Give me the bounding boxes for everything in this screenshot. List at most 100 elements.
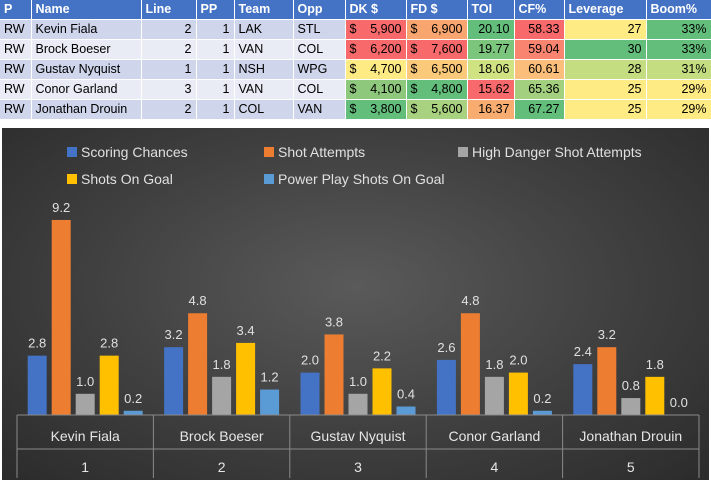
table-header-row: P Name Line PP Team Opp DK $ FD $ TOI CF% Leverage… bbox=[0, 0, 711, 20]
bar-3-3 bbox=[348, 393, 368, 415]
cell-pp: 1 bbox=[196, 99, 235, 120]
cell-p: RW bbox=[0, 19, 32, 40]
cell-fd: $7,600 bbox=[406, 39, 468, 60]
data-label-5-4: 1.8 bbox=[646, 357, 664, 372]
cell-boom: 33% bbox=[646, 39, 711, 60]
currency-symbol: $ bbox=[410, 22, 418, 36]
column-header-team: Team bbox=[234, 0, 294, 20]
cell-line: 2 bbox=[141, 99, 197, 120]
cell-value: 5,900 bbox=[370, 22, 402, 36]
currency-symbol: $ bbox=[349, 82, 357, 96]
cell-fd: $5,600 bbox=[406, 99, 468, 120]
cell-value: 4,800 bbox=[431, 82, 463, 96]
category-number-4: 4 bbox=[491, 459, 499, 475]
bar-2-4 bbox=[236, 342, 256, 415]
data-label-5-5: 0.0 bbox=[670, 395, 688, 410]
data-label-5-1: 2.4 bbox=[574, 344, 592, 359]
cell-p: RW bbox=[0, 39, 32, 60]
cell-team: LAK bbox=[234, 19, 294, 40]
category-number-3: 3 bbox=[354, 459, 362, 475]
category-number-1: 1 bbox=[81, 459, 89, 475]
data-label-3-3: 1.0 bbox=[349, 374, 367, 389]
data-label-1-1: 2.8 bbox=[28, 336, 46, 351]
cell-pp: 1 bbox=[196, 79, 235, 100]
bar-2-5 bbox=[260, 389, 280, 415]
cell-line: 3 bbox=[141, 79, 197, 100]
bar-4-1 bbox=[436, 359, 456, 415]
bar-2-3 bbox=[212, 376, 232, 415]
cell-team: COL bbox=[234, 99, 294, 120]
cell-value: 6,200 bbox=[370, 42, 402, 56]
data-label-2-2: 4.8 bbox=[189, 293, 207, 308]
cell-value: 4,700 bbox=[370, 62, 402, 76]
data-label-3-4: 2.2 bbox=[373, 348, 391, 363]
currency-symbol: $ bbox=[410, 42, 418, 56]
chart-panel: Scoring Chances Shot Attempts High Danger … bbox=[2, 128, 709, 480]
cell-toi: 20.10 bbox=[467, 19, 515, 40]
currency-symbol: $ bbox=[349, 62, 357, 76]
cell-team: NSH bbox=[234, 59, 294, 80]
bar-1-1 bbox=[27, 355, 47, 415]
data-label-2-5: 1.2 bbox=[261, 370, 279, 385]
data-label-4-2: 4.8 bbox=[461, 293, 479, 308]
currency-symbol: $ bbox=[349, 102, 357, 116]
bar-4-4 bbox=[508, 372, 528, 415]
legend-label-2: Shot Attempts bbox=[278, 144, 365, 160]
cell-p: RW bbox=[0, 99, 32, 120]
cell-pp: 1 bbox=[196, 59, 235, 80]
cell-value: 6,900 bbox=[431, 22, 463, 36]
cell-line: 1 bbox=[141, 59, 197, 80]
legend-swatch-2 bbox=[264, 147, 274, 157]
bar-3-5 bbox=[396, 406, 416, 415]
column-header-name: Name bbox=[31, 0, 142, 20]
cell-leverage: 27 bbox=[564, 19, 647, 40]
data-label-3-1: 2.0 bbox=[301, 353, 319, 368]
cell-value: 3,800 bbox=[370, 102, 402, 116]
category-label-3: Gustav Nyquist bbox=[311, 428, 406, 444]
data-label-3-5: 0.4 bbox=[397, 387, 415, 402]
cell-opp: WPG bbox=[293, 59, 346, 80]
cell-leverage: 30 bbox=[564, 39, 647, 60]
column-header-cf: CF% bbox=[514, 0, 565, 20]
cell-toi: 15.62 bbox=[467, 79, 515, 100]
data-label-2-1: 3.2 bbox=[165, 327, 183, 342]
bar-1-5 bbox=[123, 410, 143, 415]
cell-name: Gustav Nyquist bbox=[31, 59, 142, 80]
data-label-1-3: 1.0 bbox=[76, 374, 94, 389]
bar-1-2 bbox=[51, 219, 71, 415]
currency-symbol: $ bbox=[410, 102, 418, 116]
cell-boom: 29% bbox=[646, 99, 711, 120]
data-label-3-2: 3.8 bbox=[325, 314, 343, 329]
cell-opp: VAN bbox=[293, 99, 346, 120]
currency-symbol: $ bbox=[349, 42, 357, 56]
cell-leverage: 28 bbox=[564, 59, 647, 80]
bar-chart: Scoring Chances Shot Attempts High Danger … bbox=[16, 144, 700, 478]
legend-label-4: Shots On Goal bbox=[81, 171, 173, 187]
category-label-5: Jonathan Drouin bbox=[579, 428, 682, 444]
column-header-toi: TOI bbox=[467, 0, 515, 20]
table-row: RW Gustav Nyquist 1 1 NSH WPG $4,700 $6,500 18.0… bbox=[0, 59, 711, 80]
cell-value: 4,100 bbox=[370, 82, 402, 96]
cell-leverage: 25 bbox=[564, 79, 647, 100]
cell-opp: STL bbox=[293, 19, 346, 40]
legend-label-3: High Danger Shot Attempts bbox=[472, 144, 642, 160]
data-label-4-1: 2.6 bbox=[437, 340, 455, 355]
bar-2-2 bbox=[188, 313, 208, 415]
cell-dk: $3,800 bbox=[345, 99, 407, 120]
bar-5-3 bbox=[621, 398, 641, 415]
cell-line: 2 bbox=[141, 39, 197, 60]
cell-team: VAN bbox=[234, 79, 294, 100]
data-label-5-3: 0.8 bbox=[622, 378, 640, 393]
cell-toi: 18.06 bbox=[467, 59, 515, 80]
cell-boom: 29% bbox=[646, 79, 711, 100]
cell-name: Conor Garland bbox=[31, 79, 142, 100]
cell-boom: 33% bbox=[646, 19, 711, 40]
cell-cf: 60.61 bbox=[514, 59, 565, 80]
cell-boom: 31% bbox=[646, 59, 711, 80]
category-label-4: Conor Garland bbox=[448, 428, 540, 444]
bar-1-4 bbox=[99, 355, 119, 415]
column-header-pp: PP bbox=[196, 0, 235, 20]
data-label-4-4: 2.0 bbox=[509, 353, 527, 368]
cell-fd: $6,500 bbox=[406, 59, 468, 80]
cell-cf: 59.04 bbox=[514, 39, 565, 60]
